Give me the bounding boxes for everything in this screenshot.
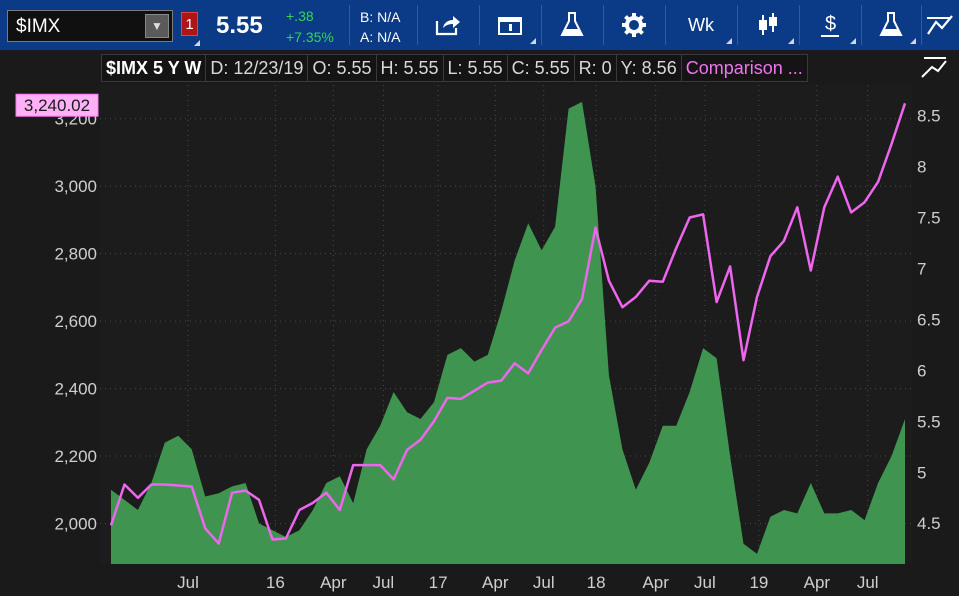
x-axis-tick-label: 17 <box>429 573 448 592</box>
right-axis-tick-label: 8.5 <box>917 107 941 126</box>
comparison-label[interactable]: Comparison ... <box>680 54 808 82</box>
x-axis-tick-label: Jul <box>857 573 879 592</box>
right-axis-tick-label: 7 <box>917 259 926 278</box>
strategies-button[interactable] <box>862 0 920 50</box>
toolbar-divider <box>541 5 542 45</box>
x-axis-tick-label: Apr <box>804 573 831 592</box>
right-axis-tick-label: 5 <box>917 463 926 482</box>
left-axis-tick-label: 2,800 <box>54 245 97 264</box>
y-readout: Y: 8.56 <box>615 54 681 82</box>
studies-button[interactable] <box>542 0 602 50</box>
menu-corner-indicator <box>726 38 732 44</box>
last-price: 5.55 <box>216 12 263 39</box>
gear-icon <box>622 13 646 37</box>
toolbar: $IMX ▼ 1 5.55 +.38 +7.35% B: N/A A: N/A <box>0 0 959 50</box>
x-axis-tick-label: Jul <box>372 573 394 592</box>
price-chart[interactable]: 3,2003,0002,8002,6002,4002,2002,0008.587… <box>0 84 959 596</box>
imx-price-line <box>109 102 907 545</box>
svg-text:$: $ <box>825 13 836 35</box>
window-icon <box>498 17 522 35</box>
left-axis-tick-label: 2,200 <box>54 447 97 466</box>
drawing-tools-button[interactable] <box>924 0 959 50</box>
toolbar-divider <box>861 5 862 45</box>
aggregation-button[interactable]: Wk <box>666 0 736 50</box>
line-style-icon <box>921 57 947 78</box>
x-axis-tick-label: Jul <box>694 573 716 592</box>
bid-price: B: N/A <box>360 9 401 25</box>
menu-corner-indicator <box>788 38 794 44</box>
alert-badge[interactable]: 1 <box>181 12 198 36</box>
right-axis-tick-label: 5.5 <box>917 412 941 431</box>
drawing-icon <box>927 15 953 35</box>
x-axis-tick-label: Apr <box>320 573 347 592</box>
price-type-button[interactable]: $ <box>800 0 860 50</box>
x-axis-tick-label: Apr <box>482 573 509 592</box>
net-change: +.38 <box>286 8 314 24</box>
x-axis-tick-label: 16 <box>266 573 285 592</box>
detach-button[interactable] <box>480 0 540 50</box>
chart-info-row: $IMX 5 Y W D: 12/23/19 O: 5.55 H: 5.55 L… <box>101 54 808 84</box>
toolbar-divider <box>349 5 350 45</box>
toolbar-divider <box>737 5 738 45</box>
x-axis-tick-label: Jul <box>177 573 199 592</box>
share-icon <box>435 16 460 36</box>
settings-button[interactable] <box>604 0 664 50</box>
range-readout: R: 0 <box>573 54 616 82</box>
alert-corner-indicator <box>194 40 200 46</box>
toolbar-divider <box>799 5 800 45</box>
aggregation-label: Wk <box>688 14 714 35</box>
right-axis-tick-label: 6.5 <box>917 310 941 329</box>
left-axis-tick-label: 2,400 <box>54 380 97 399</box>
right-axis-tick-label: 4.5 <box>917 514 941 533</box>
left-axis-tick-label: 2,600 <box>54 312 97 331</box>
flask-icon <box>560 12 584 36</box>
comparison-value-marker <box>15 93 99 117</box>
ask-price: A: N/A <box>360 29 401 45</box>
share-button[interactable] <box>418 0 478 50</box>
right-axis-tick-label: 8 <box>917 158 926 177</box>
dollar-icon: $ <box>821 13 839 37</box>
toolbar-divider <box>603 5 604 45</box>
x-axis-tick-label: 18 <box>587 573 606 592</box>
chart-title: $IMX 5 Y W <box>101 54 206 82</box>
percent-change: +7.35% <box>286 29 334 45</box>
left-axis-tick-label: 2,000 <box>54 515 97 534</box>
close-readout: C: 5.55 <box>506 54 574 82</box>
toolbar-divider <box>921 5 922 45</box>
menu-corner-indicator <box>910 38 916 44</box>
menu-corner-indicator <box>530 38 536 44</box>
right-axis-tick-label: 6 <box>917 361 926 380</box>
x-axis-tick-label: Jul <box>533 573 555 592</box>
symbol-dropdown-button[interactable]: ▼ <box>145 14 169 38</box>
right-axis-tick-label: 7.5 <box>917 208 941 227</box>
symbol-input[interactable]: $IMX ▼ <box>7 10 173 42</box>
chart-style-button[interactable] <box>738 0 798 50</box>
comparison-area-series <box>111 101 905 565</box>
open-readout: O: 5.55 <box>307 54 376 82</box>
toolbar-divider <box>665 5 666 45</box>
toolbar-divider <box>479 5 480 45</box>
flask-icon <box>879 12 903 36</box>
date-readout: D: 12/23/19 <box>205 54 308 82</box>
candlestick-icon <box>759 13 777 35</box>
symbol-text: $IMX <box>16 16 61 37</box>
comparison-value-marker-label: 3,240.02 <box>24 96 90 115</box>
toolbar-divider <box>417 5 418 45</box>
menu-corner-indicator <box>850 38 856 44</box>
x-axis-tick-label: Apr <box>642 573 669 592</box>
chart-style-toggle[interactable] <box>918 53 950 83</box>
left-axis-tick-label: 3,000 <box>54 177 97 196</box>
high-readout: H: 5.55 <box>375 54 443 82</box>
x-axis-tick-label: 19 <box>749 573 768 592</box>
low-readout: L: 5.55 <box>442 54 507 82</box>
